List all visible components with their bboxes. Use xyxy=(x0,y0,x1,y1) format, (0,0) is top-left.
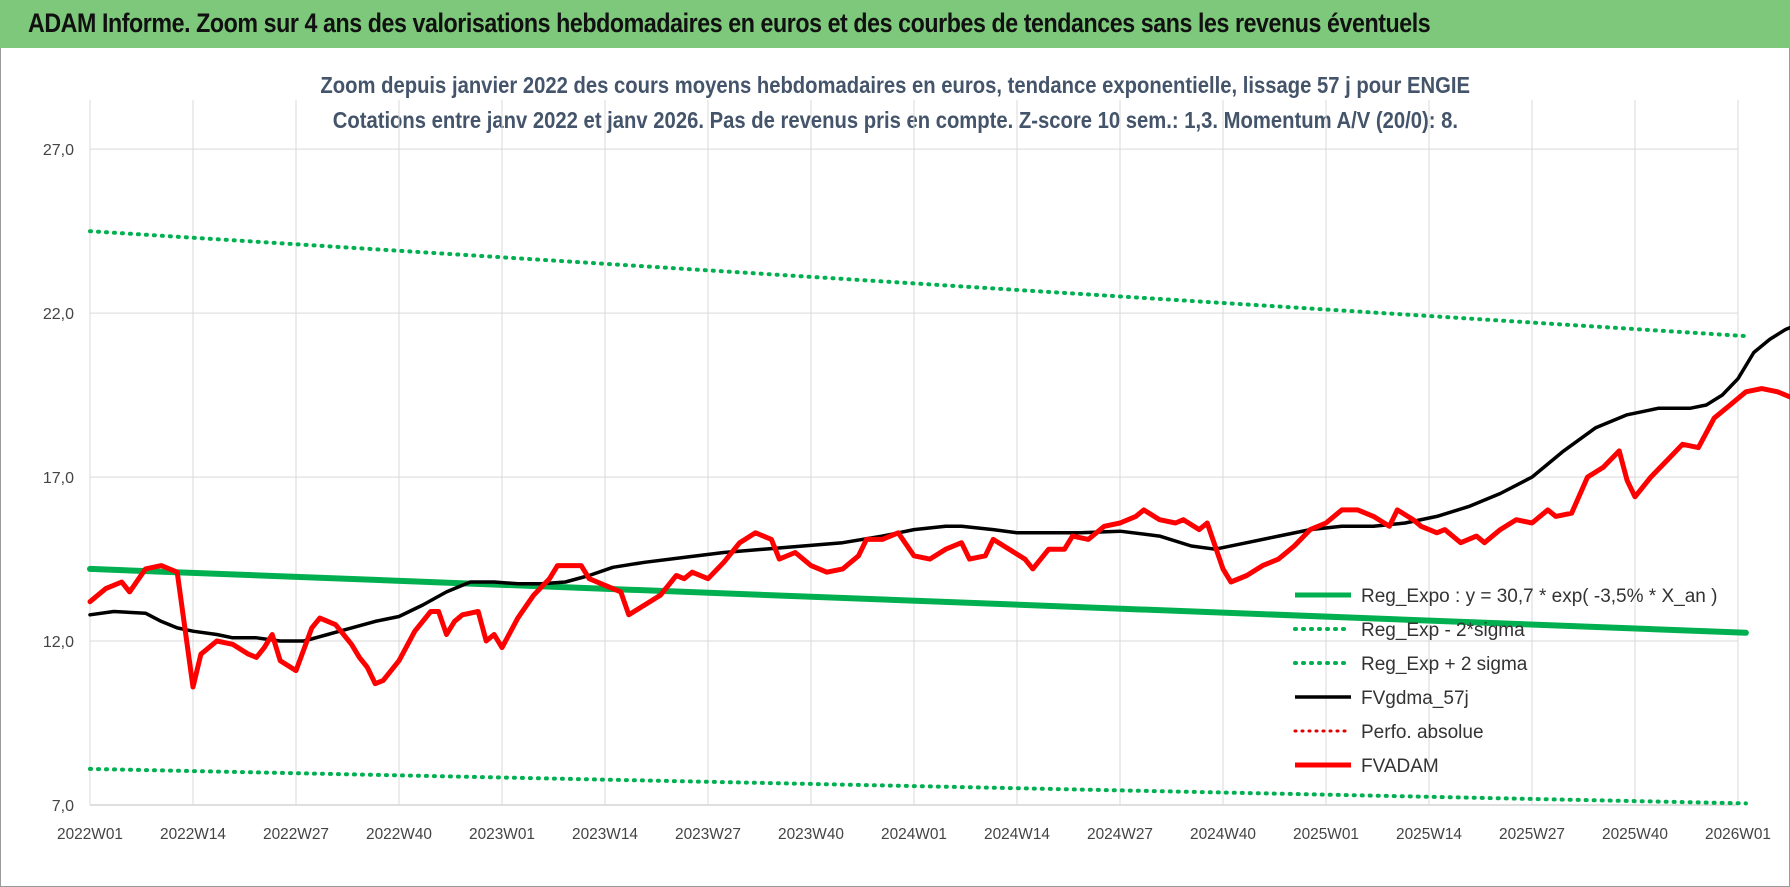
x-tick-label: 2024W01 xyxy=(881,826,947,843)
y-tick-label: 7,0 xyxy=(52,798,74,815)
x-tick-label: 2024W27 xyxy=(1087,826,1153,843)
y-tick-label: 12,0 xyxy=(43,634,74,651)
x-tick-label: 2024W40 xyxy=(1190,826,1256,843)
legend-label: Reg_Exp + 2 sigma xyxy=(1361,654,1528,675)
y-tick-label: 17,0 xyxy=(43,470,74,487)
legend-label: Reg_Exp - 2*sigma xyxy=(1361,620,1525,641)
legend-label: FVgdma_57j xyxy=(1361,688,1469,709)
legend-label: Reg_Expo : y = 30,7 * exp( -3,5% * X_an … xyxy=(1361,586,1717,607)
chart-title-line1: Zoom depuis janvier 2022 des cours moyen… xyxy=(0,72,1790,99)
fvadam-line xyxy=(87,386,1790,690)
x-tick-label: 2022W01 xyxy=(57,826,123,843)
x-tick-label: 2024W14 xyxy=(984,826,1050,843)
y-tick-label: 27,0 xyxy=(43,142,74,159)
y-axis-ticks: 27,0 22,0 17,0 12,0 7,0 xyxy=(43,142,74,815)
x-tick-label: 2025W27 xyxy=(1499,826,1565,843)
x-tick-label: 2023W01 xyxy=(469,826,535,843)
x-tick-label: 2025W40 xyxy=(1602,826,1668,843)
chart-title-line2: Cotations entre janv 2022 et janv 2026. … xyxy=(0,107,1790,134)
legend: Reg_Expo : y = 30,7 * exp( -3,5% * X_an … xyxy=(1293,586,1717,777)
legend-label: FVADAM xyxy=(1361,756,1439,777)
x-tick-label: 2023W27 xyxy=(675,826,741,843)
x-tick-label: 2025W01 xyxy=(1293,826,1359,843)
x-tick-label: 2026W01 xyxy=(1705,826,1771,843)
x-tick-label: 2022W14 xyxy=(160,826,226,843)
x-tick-label: 2022W27 xyxy=(263,826,329,843)
grid-lines xyxy=(89,100,1739,806)
y-tick-label: 22,0 xyxy=(43,306,74,323)
chart-title-line1-text: Zoom depuis janvier 2022 des cours moyen… xyxy=(320,72,1470,98)
header-banner: ADAM Informe. Zoom sur 4 ans des valoris… xyxy=(0,0,1790,48)
legend-label: Perfo. absolue xyxy=(1361,722,1484,743)
x-tick-label: 2025W14 xyxy=(1396,826,1462,843)
fvgdma-57j-line xyxy=(88,325,1790,643)
x-axis-ticks: 2022W01 2022W14 2022W27 2022W40 2023W01 2023W… xyxy=(57,826,1771,843)
banner-title: ADAM Informe. Zoom sur 4 ans des valoris… xyxy=(28,8,1431,38)
x-tick-label: 2023W40 xyxy=(778,826,844,843)
x-tick-label: 2022W40 xyxy=(366,826,432,843)
reg-exp-plus-2sigma-line xyxy=(88,229,1748,339)
reg-exp-minus-2sigma-line xyxy=(88,766,1748,806)
series-lines xyxy=(87,229,1790,806)
x-tick-label: 2023W14 xyxy=(572,826,638,843)
reg-expo-line xyxy=(87,565,1749,636)
chart-title-line2-text: Cotations entre janv 2022 et janv 2026. … xyxy=(332,107,1458,133)
